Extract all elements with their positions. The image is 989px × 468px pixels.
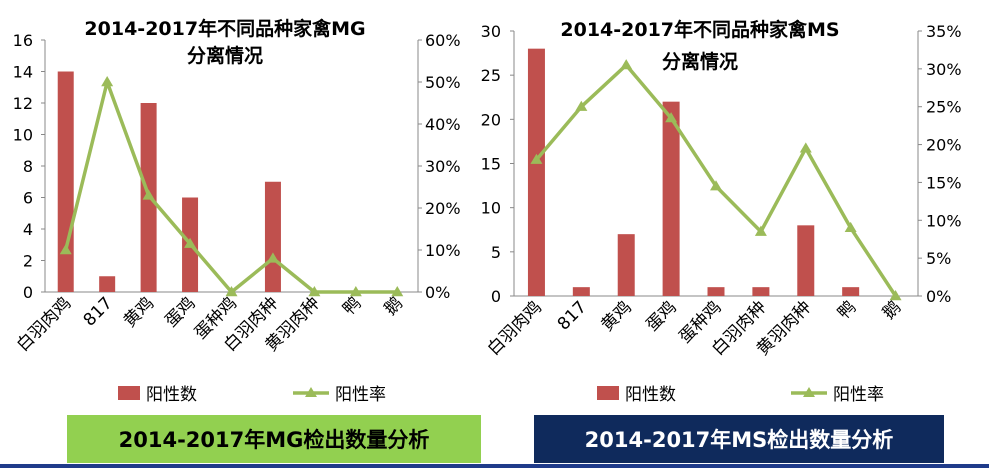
mg-category-label: 鹅 xyxy=(381,293,407,319)
mg-bar xyxy=(264,181,281,292)
ms-right-tick-label: 30% xyxy=(926,60,962,79)
mg-category-label: 白羽肉鸡 xyxy=(13,293,75,355)
ms-rate-marker xyxy=(754,225,767,236)
mg-rate-marker xyxy=(101,76,114,87)
ms-summary-banner: 2014-2017年MS检出数量分析 xyxy=(534,415,944,463)
ms-rate-marker xyxy=(620,59,633,70)
ms-left-tick-label: 0 xyxy=(491,287,501,306)
ms-bar xyxy=(572,287,590,296)
ms-category-label: 蛋鸡 xyxy=(642,297,680,335)
mg-left-tick-label: 16 xyxy=(13,31,33,50)
mg-category-label: 817 xyxy=(80,293,117,330)
ms-rate-marker xyxy=(844,221,857,233)
ms-category-label: 白羽肉鸡 xyxy=(484,297,546,359)
mg-right-tick-label: 20% xyxy=(425,199,461,218)
mg-right-tick-label: 60% xyxy=(425,31,461,50)
ms-rate-marker xyxy=(530,153,543,164)
mg-legend-bar-swatch xyxy=(118,386,140,400)
mg-left-tick-label: 6 xyxy=(23,189,33,208)
ms-bar xyxy=(527,48,545,296)
ms-left-tick-label: 30 xyxy=(481,22,501,41)
mg-rate-marker xyxy=(391,286,404,297)
mg-left-tick-label: 2 xyxy=(23,252,33,271)
ms-right-tick-label: 25% xyxy=(926,98,962,117)
ms-legend-bar-label: 阳性数 xyxy=(625,385,676,405)
mg-bar xyxy=(99,276,116,292)
mg-left-tick-label: 12 xyxy=(13,94,33,113)
mg-left-tick-label: 14 xyxy=(13,63,33,82)
ms-left-tick-label: 15 xyxy=(481,155,501,174)
ms-bar xyxy=(752,287,770,296)
ms-rate-marker xyxy=(665,112,678,123)
mg-left-tick-label: 4 xyxy=(23,220,33,239)
ms-chart-title: 分离情况 xyxy=(662,50,738,73)
ms-category-label: 鹅 xyxy=(879,297,905,323)
mg-category-label: 鸭 xyxy=(339,293,365,319)
ms-rate-marker xyxy=(889,290,902,301)
ms-right-tick-label: 5% xyxy=(926,249,951,268)
ms-legend-bar-swatch xyxy=(597,386,619,400)
mg-rate-marker xyxy=(184,237,197,248)
bottom-rule xyxy=(0,464,989,468)
mg-summary-banner: 2014-2017年MG检出数量分析 xyxy=(67,415,481,463)
mg-rate-marker xyxy=(266,252,279,263)
ms-rate-marker xyxy=(575,100,588,111)
mg-left-tick-label: 8 xyxy=(23,157,33,176)
mg-rate-line xyxy=(64,80,398,294)
mg-legend-line-label: 阳性率 xyxy=(335,385,386,405)
ms-legend-line-marker xyxy=(803,387,815,397)
ms-category-label: 817 xyxy=(554,297,591,334)
mg-bar xyxy=(57,71,74,292)
ms-right-tick-label: 0% xyxy=(926,287,951,306)
mg-left-tick-label: 10 xyxy=(13,126,33,145)
ms-left-tick-label: 25 xyxy=(481,66,501,85)
ms-left-tick-label: 20 xyxy=(481,110,501,129)
ms-bar xyxy=(617,234,635,296)
ms-chart-title: 2014-2017年不同品种家禽MS xyxy=(560,18,839,41)
mg-rate-marker xyxy=(142,189,155,200)
mg-rate-marker xyxy=(308,286,321,297)
ms-bar xyxy=(707,287,725,296)
mg-right-tick-label: 10% xyxy=(425,241,461,260)
ms-left-tick-label: 5 xyxy=(491,243,501,262)
ms-category-label: 黄鸡 xyxy=(598,297,636,335)
mg-legend-line-marker xyxy=(305,387,317,397)
ms-bar xyxy=(797,225,815,296)
mg-chart-title: 2014-2017年不同品种家禽MG xyxy=(84,17,365,40)
mg-chart-title: 分离情况 xyxy=(187,44,263,67)
mg-rate-marker xyxy=(225,286,238,297)
ms-right-tick-label: 15% xyxy=(926,173,962,192)
ms-category-label: 鸭 xyxy=(834,297,860,323)
ms-legend-line-label: 阳性率 xyxy=(833,385,884,405)
mg-right-tick-label: 50% xyxy=(425,73,461,92)
mg-left-tick-label: 0 xyxy=(23,283,33,302)
ms-rate-marker xyxy=(799,142,812,153)
ms-bar xyxy=(842,287,860,296)
mg-right-tick-label: 40% xyxy=(425,115,461,134)
mg-rate-marker xyxy=(349,286,362,297)
mg-rate-marker xyxy=(59,244,72,255)
ms-right-tick-label: 10% xyxy=(926,211,962,230)
ms-left-tick-label: 10 xyxy=(481,199,501,218)
ms-right-tick-label: 35% xyxy=(926,22,962,41)
ms-right-tick-label: 20% xyxy=(926,136,962,155)
mg-legend-bar-label: 阳性数 xyxy=(146,385,197,405)
ms-bar xyxy=(662,101,680,297)
mg-right-tick-label: 30% xyxy=(425,157,461,176)
ms-rate-marker xyxy=(710,180,722,191)
mg-category-label: 黄鸡 xyxy=(120,293,158,331)
mg-right-tick-label: 0% xyxy=(425,283,450,302)
